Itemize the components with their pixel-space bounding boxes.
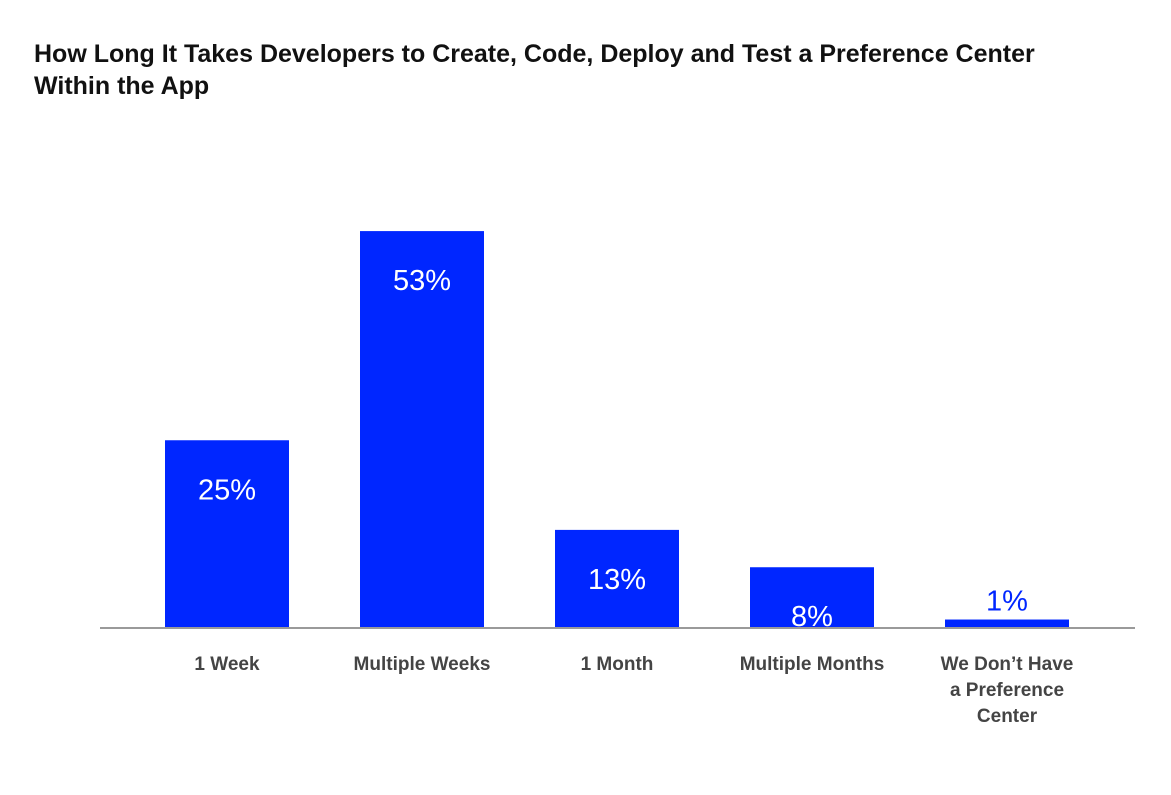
data-labels-group: 25% 53% 13% 8% 1% — [198, 265, 1028, 633]
bar-1 — [360, 231, 484, 627]
bar-value-label-0: 25% — [198, 474, 256, 506]
bars-group — [165, 231, 1069, 627]
category-label-2: 1 Month — [581, 654, 654, 675]
bar-2 — [555, 529, 679, 627]
category-label-line: Multiple Months — [740, 654, 885, 675]
bar-value-label-4: 1% — [986, 586, 1028, 618]
chart-title: How Long It Takes Developers to Create, … — [34, 40, 1035, 100]
category-label-0: 1 Week — [194, 654, 260, 675]
category-label-3: Multiple Months — [740, 654, 885, 675]
bar-value-label-2: 13% — [588, 564, 646, 596]
bar-3 — [750, 567, 874, 627]
category-label-4: We Don’t Have a Preference Center — [941, 654, 1074, 727]
category-label-line: Multiple Weeks — [354, 654, 491, 675]
category-label-line: 1 Month — [581, 654, 654, 675]
category-labels-group: 1 Week Multiple Weeks 1 Month Multiple Mont… — [194, 654, 1073, 727]
category-label-line: 1 Week — [194, 654, 260, 675]
bar-0 — [165, 440, 289, 627]
category-label-line: We Don’t Have — [941, 654, 1074, 675]
category-label-line: Center — [977, 706, 1038, 727]
category-label-line: a Preference — [950, 680, 1064, 701]
bar-4 — [945, 619, 1069, 627]
bar-value-label-3: 8% — [791, 601, 833, 633]
category-label-1: Multiple Weeks — [354, 654, 491, 675]
bar-value-label-1: 53% — [393, 265, 451, 297]
